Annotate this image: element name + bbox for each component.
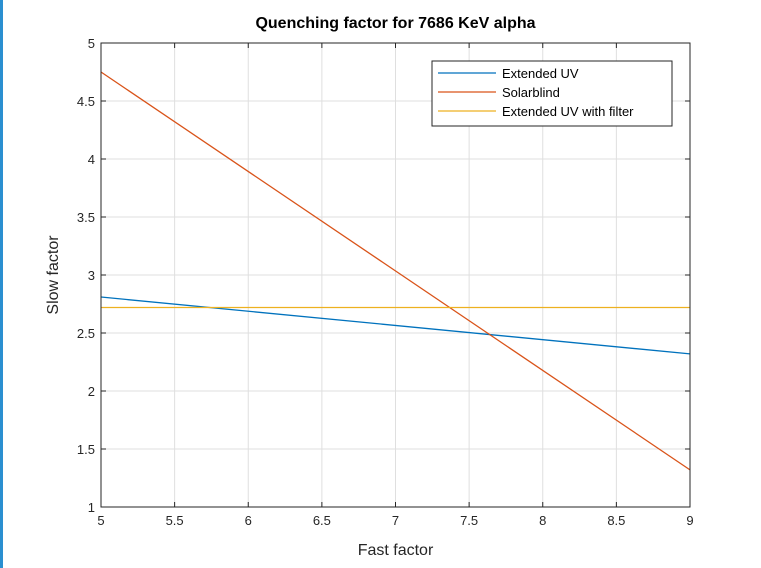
y-tick-label: 4 (88, 152, 95, 167)
x-tick-label: 5.5 (166, 513, 184, 528)
x-tick-label: 8.5 (607, 513, 625, 528)
window-edge (0, 0, 3, 568)
chart-title: Quenching factor for 7686 KeV alpha (255, 15, 535, 32)
y-tick-label: 1 (88, 500, 95, 515)
y-tick-label: 2 (88, 384, 95, 399)
x-tick-label: 7.5 (460, 513, 478, 528)
grid-lines (101, 43, 690, 507)
x-axis-label: Fast factor (358, 542, 434, 559)
legend-entry-2: Solarblind (502, 85, 560, 100)
y-tick-label: 4.5 (77, 94, 95, 109)
legend: Extended UV Solarblind Extended UV with fi… (431, 60, 673, 127)
y-tick-label: 5 (88, 36, 95, 51)
legend-entry-1: Extended UV (502, 66, 579, 81)
x-tick-label: 5 (97, 513, 104, 528)
series-line-1 (100, 296, 691, 355)
x-tick-label: 8 (539, 513, 546, 528)
y-tick-label: 3 (88, 268, 95, 283)
series-lines (100, 71, 691, 471)
legend-box (431, 60, 673, 127)
y-tick-label: 1.5 (77, 442, 95, 457)
y-axis-label: Slow factor (45, 235, 62, 315)
x-tick-label: 6 (245, 513, 252, 528)
y-tick-label: 3.5 (77, 210, 95, 225)
x-tick-label: 9 (686, 513, 693, 528)
x-tick-label: 6.5 (313, 513, 331, 528)
axis-ticks: 5 5.5 6 6.5 7 7.5 8 8.5 9 1 1.5 2 2.5 3 3.5 4 4.5 5 (77, 36, 694, 528)
legend-entry-3: Extended UV with filter (502, 104, 634, 119)
series-line-2 (100, 71, 691, 471)
y-tick-label: 2.5 (77, 326, 95, 341)
x-tick-label: 7 (392, 513, 399, 528)
